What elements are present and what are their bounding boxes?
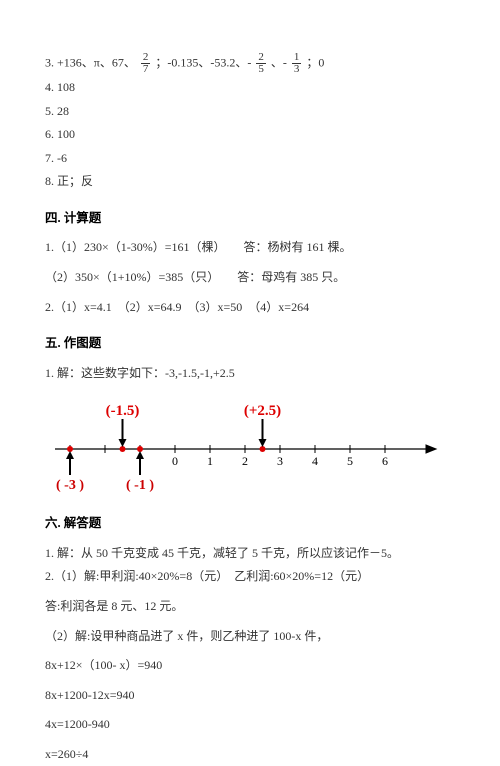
calc-2: 2.（1）x=4.1 （2）x=64.9 （3）x=50 （4）x=264	[45, 297, 455, 319]
answer-line-8: 8. 正；反	[45, 171, 455, 193]
text: 、-	[271, 55, 287, 69]
svg-text:(+2.5): (+2.5)	[244, 403, 281, 419]
answer-line-5: 5. 28	[45, 101, 455, 123]
svg-text:5: 5	[347, 454, 353, 468]
text: ；0	[306, 55, 324, 69]
svg-text:2: 2	[242, 454, 248, 468]
draw-1: 1. 解：这些数字如下：-3,-1.5,-1,+2.5	[45, 363, 455, 385]
fraction-2-5: 25	[256, 52, 266, 75]
section-5-heading: 五. 作图题	[45, 332, 455, 355]
svg-text:4: 4	[312, 454, 318, 468]
ans-2b: 答:利润各是 8 元、12 元。	[45, 596, 455, 618]
svg-text:3: 3	[277, 454, 283, 468]
number-line-figure: 0 1 2 3 4 5 6 (-1.5) (+2.5) ( -3 ) ( -1 …	[45, 399, 455, 494]
svg-text:( -3 ): ( -3 )	[56, 478, 84, 493]
fraction-2-7: 27	[141, 52, 151, 75]
section-4-heading: 四. 计算题	[45, 207, 455, 230]
ans-2g: x=260÷4	[45, 744, 455, 766]
ans-1: 1. 解：从 50 千克变成 45 千克，减轻了 5 千克，所以应该记作－5。	[45, 543, 455, 565]
answer-line-7: 7. -6	[45, 148, 455, 170]
ans-2a: 2.（1）解:甲利润:40×20%=8（元） 乙利润:60×20%=12（元）	[45, 566, 455, 588]
text: ；-0.135、-53.2、-	[155, 55, 251, 69]
ans-2d: 8x+12×（100- x）=940	[45, 655, 455, 677]
fraction-1-3: 13	[292, 52, 302, 75]
ans-2c: （2）解:设甲种商品进了 x 件，则乙种进了 100-x 件，	[45, 626, 455, 648]
svg-text:6: 6	[382, 454, 388, 468]
text: 3. +136、π、67、	[45, 55, 136, 69]
answer-line-4: 4. 108	[45, 77, 455, 99]
svg-text:1: 1	[207, 454, 213, 468]
section-6-heading: 六. 解答题	[45, 512, 455, 535]
ans-2f: 4x=1200-940	[45, 714, 455, 736]
svg-text:(-1.5): (-1.5)	[106, 403, 140, 419]
answer-line-3: 3. +136、π、67、 27 ；-0.135、-53.2、- 25 、- 1…	[45, 52, 455, 75]
answer-line-6: 6. 100	[45, 124, 455, 146]
calc-1b: （2）350×（1+10%）=385（只） 答：母鸡有 385 只。	[45, 267, 455, 289]
svg-text:( -1 ): ( -1 )	[126, 478, 154, 493]
calc-1a: 1.（1）230×（1-30%）=161（棵） 答：杨树有 161 棵。	[45, 237, 455, 259]
ans-2e: 8x+1200-12x=940	[45, 685, 455, 707]
svg-text:0: 0	[172, 454, 178, 468]
